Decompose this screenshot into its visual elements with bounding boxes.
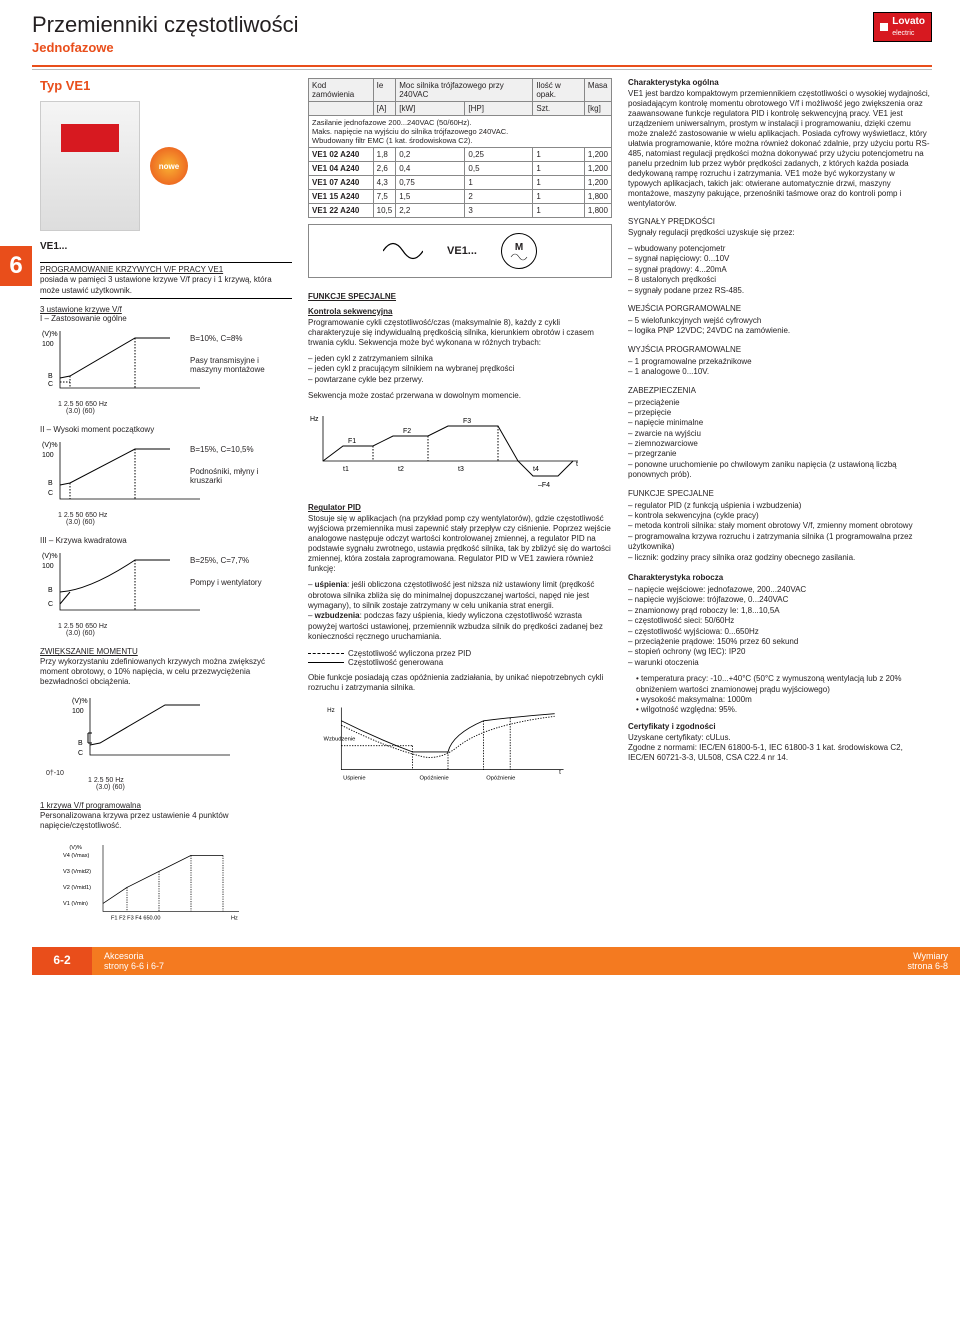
model-label: VE1... bbox=[40, 241, 292, 252]
svg-text:t3: t3 bbox=[458, 466, 464, 473]
syg-header: SYGNAŁY PRĘDKOŚCI bbox=[628, 217, 930, 226]
svg-text:F1: F1 bbox=[348, 438, 356, 445]
prog1-header: 1 krzywa V/f programowalna bbox=[40, 801, 141, 810]
svg-text:V2 (Vmid1): V2 (Vmid1) bbox=[63, 885, 91, 891]
page-number: 6-2 bbox=[32, 947, 92, 975]
funkcje-header: FUNKCJE SPECJALNE bbox=[308, 292, 612, 301]
svg-text:Hz: Hz bbox=[327, 706, 335, 713]
curve1-graph: (V)% 100 B C B=10%, C=8% Pasy transmisyj… bbox=[40, 326, 210, 398]
svg-text:t: t bbox=[576, 461, 578, 468]
page-subtitle: Jednofazowe bbox=[32, 40, 299, 55]
divider bbox=[32, 69, 932, 70]
svg-text:100: 100 bbox=[72, 708, 84, 715]
svg-text:(V)%: (V)% bbox=[72, 698, 88, 705]
kontrola-text: Programowanie cykli częstotliwość/czas (… bbox=[308, 318, 612, 348]
svg-text:F3: F3 bbox=[463, 418, 471, 425]
curve2-title: II – Wysoki moment początkowy bbox=[40, 425, 154, 434]
svg-text:Opóźnienie: Opóźnienie bbox=[420, 775, 449, 781]
svg-text:B: B bbox=[48, 373, 53, 380]
pid-bullets: uśpienia: jeśli obliczona częstotliwość … bbox=[308, 580, 612, 642]
curve2-graph: (V)% 100 B C B=15%, C=10,5% Podnośniki, … bbox=[40, 437, 210, 509]
svg-text:C: C bbox=[48, 601, 53, 608]
svg-text:C: C bbox=[48, 381, 53, 388]
table-row: VE1 22 A24010,52,2311,800 bbox=[309, 204, 612, 218]
syg-bullets: wbudowany potencjometr sygnał napięciowy… bbox=[628, 244, 930, 296]
product-image bbox=[40, 101, 140, 231]
char-text: VE1 jest bardzo kompaktowym przemienniki… bbox=[628, 89, 930, 209]
char-header: Charakterystyka ogólna bbox=[628, 78, 930, 87]
table-row: VE1 15 A2407,51,5211,800 bbox=[309, 190, 612, 204]
svg-text:B: B bbox=[78, 740, 83, 747]
svg-text:Wzbudzenie: Wzbudzenie bbox=[324, 736, 356, 742]
svg-text:F2: F2 bbox=[403, 428, 411, 435]
section-tab: 6 bbox=[0, 246, 32, 286]
svg-text:100: 100 bbox=[42, 563, 54, 570]
kontrola-header: Kontrola sekwencyjna bbox=[308, 307, 612, 316]
svg-text:t: t bbox=[559, 769, 561, 776]
svg-text:B: B bbox=[48, 587, 53, 594]
svg-text:Hz: Hz bbox=[231, 916, 238, 922]
table-row: VE1 07 A2404,30,75111,200 bbox=[309, 176, 612, 190]
svg-text:t4: t4 bbox=[533, 466, 539, 473]
svg-text:B: B bbox=[48, 480, 53, 487]
svg-text:C: C bbox=[78, 750, 83, 757]
svg-text:(V)%: (V)% bbox=[69, 845, 81, 851]
zwiek-header: ZWIĘKSZANIE MOMENTU bbox=[40, 647, 138, 656]
new-badge: nowe bbox=[150, 147, 188, 185]
spec-table: Kod zamówienia Ie Moc silnika trójfazowe… bbox=[308, 78, 612, 218]
svg-text:(V)%: (V)% bbox=[42, 553, 58, 560]
type-label: Typ VE1 bbox=[40, 78, 292, 93]
brand-logo: Lovatoelectric bbox=[873, 12, 932, 42]
curve1-title: 3 ustawione krzywe V/f bbox=[40, 305, 122, 314]
zwiek-graph: (V)% 100 B C bbox=[70, 693, 240, 765]
svg-text:V4 (Vmax): V4 (Vmax) bbox=[63, 853, 90, 859]
svg-text:Uśpienie: Uśpienie bbox=[343, 775, 365, 781]
table-row: VE1 04 A2402,60,40,511,200 bbox=[309, 162, 612, 176]
pid-header: Regulator PID bbox=[308, 503, 612, 512]
page-title: Przemienniki częstotliwości bbox=[32, 12, 299, 38]
svg-text:t2: t2 bbox=[398, 466, 404, 473]
svg-text:–F4: –F4 bbox=[538, 482, 550, 489]
svg-text:F1 F2 F3 F4 650.00: F1 F2 F3 F4 650.00 bbox=[111, 916, 160, 922]
table-row: VE1 02 A2401,80,20,2511,200 bbox=[309, 148, 612, 162]
curve3-title: III – Krzywa kwadratowa bbox=[40, 536, 127, 545]
section-header: PROGRAMOWANIE KRZYWYCH V/F PRACY VE1 pos… bbox=[40, 262, 292, 299]
pid-graph: Hz Wzbudzenie Uśpienie Opóźnienie Opóźni… bbox=[308, 703, 588, 783]
svg-text:Hz: Hz bbox=[310, 416, 319, 423]
zwiek-text: Przy wykorzystaniu zdefiniowanych krzywy… bbox=[40, 657, 265, 686]
svg-text:V1 (Vmin): V1 (Vmin) bbox=[63, 901, 88, 907]
svg-text:(V)%: (V)% bbox=[42, 331, 58, 338]
svg-text:t1: t1 bbox=[343, 466, 349, 473]
kontrola-bullets: jeden cykl z zatrzymaniem silnika jeden … bbox=[308, 354, 612, 385]
motor-diagram: VE1... M bbox=[308, 224, 612, 278]
divider bbox=[32, 65, 932, 67]
svg-text:100: 100 bbox=[42, 452, 54, 459]
svg-text:100: 100 bbox=[42, 341, 54, 348]
pid-text: Stosuje się w aplikacjach (na przykład p… bbox=[308, 514, 612, 574]
prog1-text: Personalizowana krzywa przez ustawienie … bbox=[40, 811, 229, 830]
seq-graph: Hz F1 F2 F3 –F4 t1 t2 t3 t4 t bbox=[308, 411, 588, 491]
curve1-sub: I – Zastosowanie ogólne bbox=[40, 314, 127, 323]
svg-text:Opóźnienie: Opóźnienie bbox=[486, 775, 515, 781]
page-footer: 6-2 Akcesoriastrony 6-6 i 6-7 Wymiarystr… bbox=[0, 947, 960, 975]
prog-curve-graph: (V)% V4 (Vmax) V3 (Vmid2) V2 (Vmid1) V1 … bbox=[40, 841, 270, 921]
svg-text:V3 (Vmid2): V3 (Vmid2) bbox=[63, 869, 91, 875]
curve3-graph: (V)% 100 B C B=25%, C=7,7% Pompy i wenty… bbox=[40, 548, 210, 620]
svg-text:C: C bbox=[48, 490, 53, 497]
svg-text:(V)%: (V)% bbox=[42, 442, 58, 449]
